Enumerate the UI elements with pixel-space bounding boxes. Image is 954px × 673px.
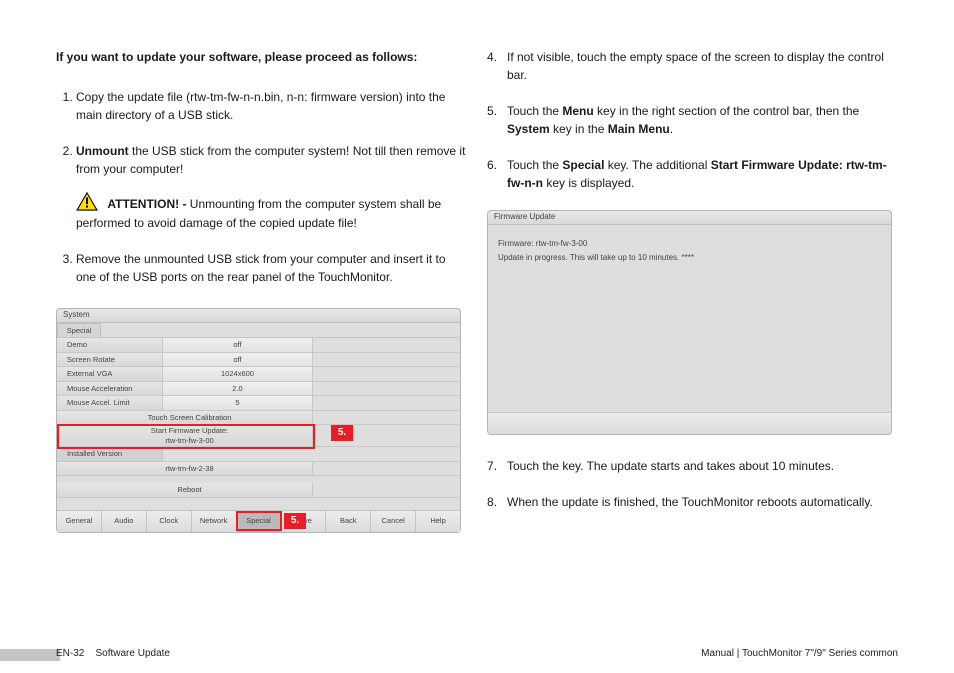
s2-line1: Firmware: rtw-tm-fw-3-00 bbox=[498, 237, 881, 251]
step2-rest: the USB stick from the computer system! … bbox=[76, 144, 465, 176]
btab-general[interactable]: General bbox=[57, 511, 102, 532]
s1-row-installed-value: rtw-tm-fw-2-38 bbox=[57, 462, 460, 477]
right-steps: If not visible, touch the empty space of… bbox=[487, 48, 898, 192]
btab-audio[interactable]: Audio bbox=[102, 511, 147, 532]
intro-heading: If you want to update your software, ple… bbox=[56, 48, 467, 66]
s1-row-touchcal[interactable]: Touch Screen Calibration bbox=[57, 411, 460, 426]
s1-tab-special[interactable]: Special bbox=[57, 323, 101, 337]
step-2: Unmount the USB stick from the computer … bbox=[76, 142, 467, 232]
s1-row-vga: External VGA 1024x600 bbox=[57, 367, 460, 382]
s1-row-rotate: Screen Rotate off bbox=[57, 353, 460, 368]
s1-title: System bbox=[57, 309, 460, 323]
marker-5a: 5. bbox=[331, 425, 353, 441]
step-7: Touch the key. The update starts and tak… bbox=[507, 457, 898, 475]
step2-bold: Unmount bbox=[76, 144, 129, 158]
left-column: If you want to update your software, ple… bbox=[56, 48, 467, 533]
warning-icon bbox=[76, 192, 98, 211]
attention-block: ATTENTION! - Unmounting from the compute… bbox=[76, 192, 467, 232]
firmware-screenshot: Firmware Update Firmware: rtw-tm-fw-3-00… bbox=[487, 210, 892, 435]
s1-tabarea: Special bbox=[57, 323, 460, 337]
right-steps-2: Touch the key. The update starts and tak… bbox=[487, 457, 898, 511]
system-screenshot: System Special Demo off Screen Rotate of… bbox=[56, 308, 461, 533]
s1-body: Demo off Screen Rotate off External VGA … bbox=[57, 337, 460, 510]
btab-network[interactable]: Network bbox=[192, 511, 237, 532]
step-1: Copy the update file (rtw-tm-fw-n-n.bin,… bbox=[76, 88, 467, 124]
s2-line2: Update in progress. This will take up to… bbox=[498, 251, 881, 265]
s1-row-installed-header: Installed Version bbox=[57, 447, 460, 462]
step-8: When the update is finished, the TouchMo… bbox=[507, 493, 898, 511]
step-6: Touch the Special key. The additional St… bbox=[507, 156, 898, 192]
s1-row-maccel: Mouse Acceleration 2.0 bbox=[57, 382, 460, 397]
right-column: If not visible, touch the empty space of… bbox=[487, 48, 898, 533]
step-4: If not visible, touch the empty space of… bbox=[507, 48, 898, 84]
left-steps: Copy the update file (rtw-tm-fw-n-n.bin,… bbox=[56, 88, 467, 286]
btab-cancel[interactable]: Cancel bbox=[371, 511, 416, 532]
footer-left: EN-32 Software Update bbox=[56, 648, 170, 659]
s1-row-reboot[interactable]: Reboot bbox=[57, 483, 460, 498]
marker-5b: 5. bbox=[284, 513, 306, 529]
s2-bottom bbox=[488, 412, 891, 434]
highlight-startfw bbox=[57, 424, 315, 449]
s1-row-mlimit: Mouse Accel. Limit 5 bbox=[57, 396, 460, 411]
highlight-special-tab bbox=[236, 511, 282, 531]
footer-right: Manual | TouchMonitor 7"/9" Series commo… bbox=[701, 648, 898, 659]
page-footer: EN-32 Software Update Manual | TouchMoni… bbox=[0, 648, 954, 659]
btab-help[interactable]: Help bbox=[416, 511, 460, 532]
attention-bold: ATTENTION! - bbox=[107, 197, 189, 211]
s2-title: Firmware Update bbox=[488, 211, 891, 225]
s1-row-demo: Demo off bbox=[57, 338, 460, 353]
btab-back[interactable]: Back bbox=[326, 511, 371, 532]
step-5: Touch the Menu key in the right section … bbox=[507, 102, 898, 138]
btab-clock[interactable]: Clock bbox=[147, 511, 192, 532]
s2-body: Firmware: rtw-tm-fw-3-00 Update in progr… bbox=[488, 225, 891, 412]
step-3: Remove the unmounted USB stick from your… bbox=[76, 250, 467, 286]
